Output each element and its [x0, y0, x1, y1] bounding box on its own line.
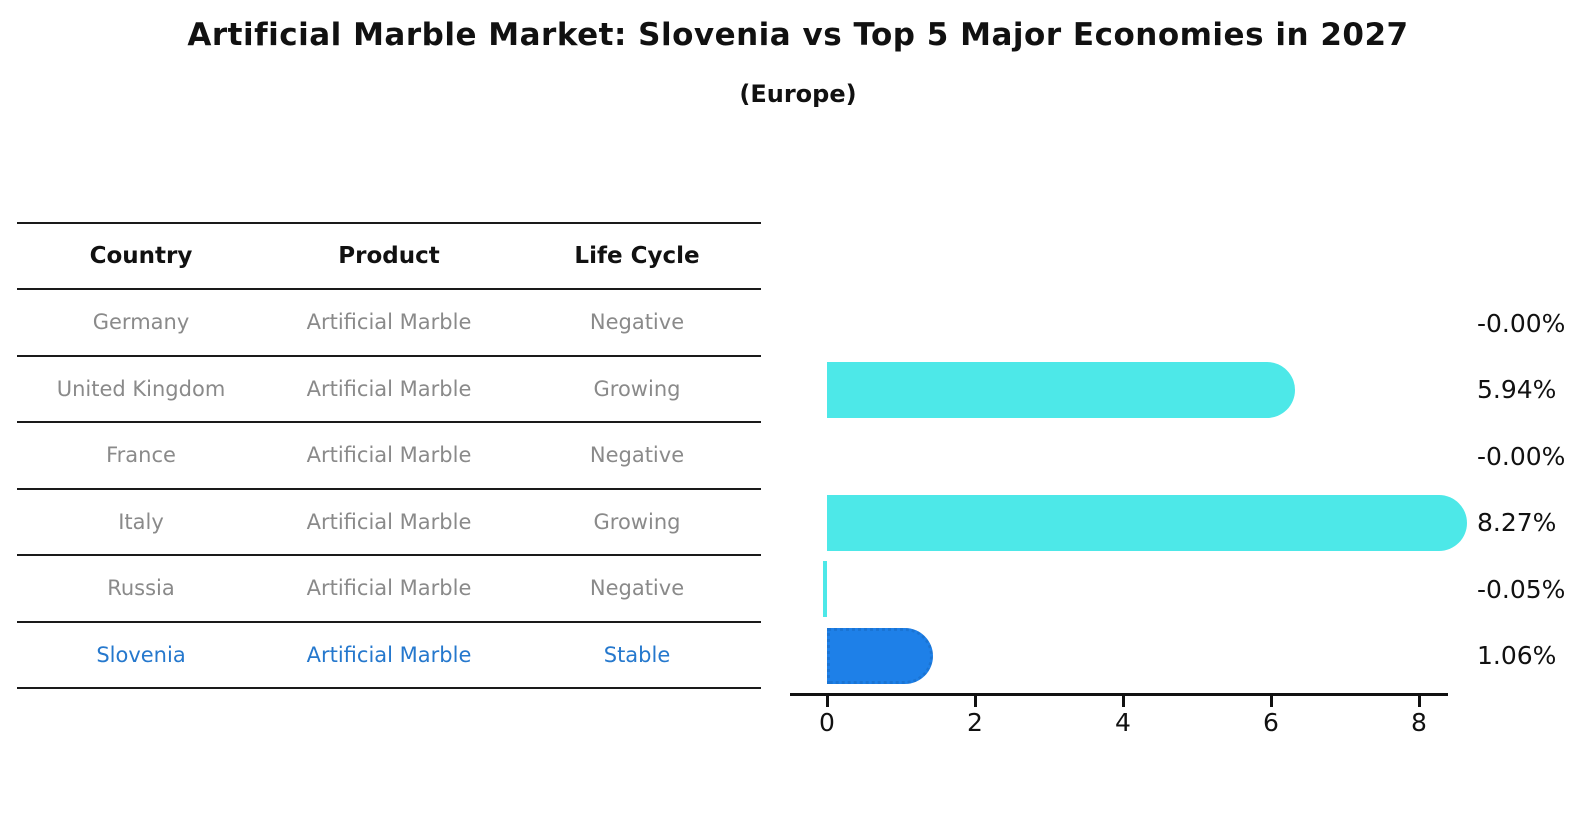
chart-title: Artificial Marble Market: Slovenia vs To…	[187, 17, 1409, 53]
cell-country: Germany	[92, 310, 190, 335]
value-label-italy: 8.27%	[1477, 508, 1557, 538]
cell-product: Artificial Marble	[306, 509, 472, 534]
cell-product: Artificial Marble	[306, 642, 472, 667]
x-tick-mark	[1121, 696, 1125, 707]
bar-russia	[823, 561, 827, 618]
cell-country: United Kingdom	[56, 376, 226, 401]
x-tick-label: 0	[819, 708, 835, 737]
cell-country: Russia	[107, 576, 175, 601]
cell-country: Italy	[118, 509, 164, 534]
x-tick-label: 2	[967, 708, 983, 737]
table-header-row: Country Product Life Cycle	[17, 222, 761, 290]
cell-product: Artificial Marble	[306, 310, 472, 335]
column-header-product: Product	[338, 243, 440, 269]
cell-life-cycle: Negative	[589, 443, 685, 468]
x-tick-mark	[973, 696, 977, 707]
bar-italy	[827, 494, 1467, 551]
value-label-russia: -0.05%	[1477, 574, 1566, 604]
value-label-france: -0.00%	[1477, 441, 1566, 471]
table-row-germany: Germany Artificial Marble Negative	[17, 290, 761, 357]
cell-life-cycle: Growing	[593, 376, 681, 401]
chart-subtitle: (Europe)	[739, 80, 857, 108]
cell-life-cycle: Negative	[589, 576, 685, 601]
country-table: Country Product Life Cycle Germany Artif…	[17, 222, 761, 689]
table-row-russia: Russia Artificial Marble Negative	[17, 556, 761, 623]
bar-slovenia-highlight	[827, 627, 934, 684]
value-label-slovenia: 1.06%	[1477, 641, 1557, 671]
table-row-italy: Italy Artificial Marble Growing	[17, 490, 761, 556]
x-tick-mark	[1417, 696, 1421, 707]
bar-united-kingdom	[827, 361, 1295, 418]
cell-life-cycle: Stable	[603, 642, 671, 667]
value-label-column: -0.00% 5.94% -0.00% 8.27% -0.05% 1.06%	[1477, 290, 1596, 689]
x-tick-mark	[1269, 696, 1273, 707]
table-row-united-kingdom: United Kingdom Artificial Marble Growing	[17, 357, 761, 423]
cell-product: Artificial Marble	[306, 576, 472, 601]
value-label-germany: -0.00%	[1477, 308, 1566, 338]
x-tick-label: 6	[1263, 708, 1279, 737]
cell-life-cycle: Negative	[589, 310, 685, 335]
value-label-united-kingdom: 5.94%	[1477, 375, 1557, 405]
cell-life-cycle: Growing	[593, 509, 681, 534]
cell-product: Artificial Marble	[306, 376, 472, 401]
column-header-life-cycle: Life Cycle	[574, 243, 700, 269]
table-row-slovenia: Slovenia Artificial Marble Stable	[17, 623, 761, 689]
cell-product: Artificial Marble	[306, 443, 472, 468]
cell-country: Slovenia	[96, 642, 186, 667]
x-tick-mark	[825, 696, 829, 707]
x-tick-label: 4	[1115, 708, 1131, 737]
x-axis	[790, 693, 1448, 696]
x-tick-label: 8	[1411, 708, 1427, 737]
cell-country: France	[106, 443, 176, 468]
column-header-country: Country	[89, 243, 193, 269]
table-row-france: France Artificial Marble Negative	[17, 423, 761, 490]
